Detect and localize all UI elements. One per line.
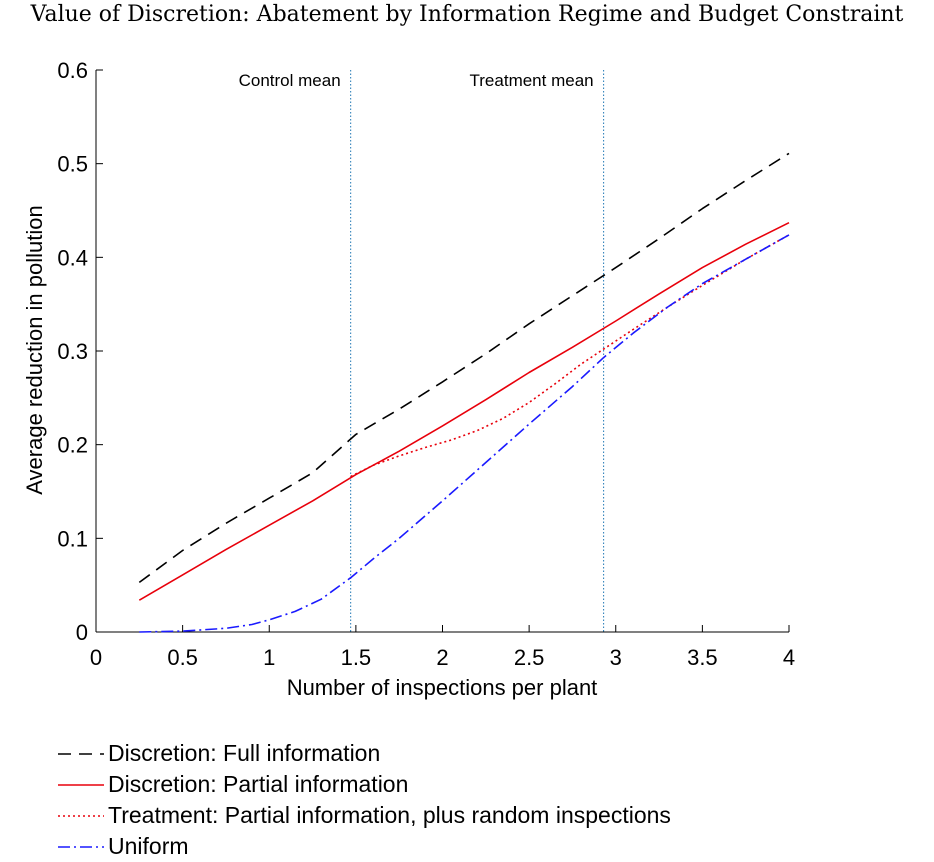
reference-lines: Control mean Treatment mean [239,70,605,632]
y-tick-label: 0.3 [57,339,88,364]
legend-item: Discretion: Full information [56,738,671,769]
y-tick-label: 0.4 [57,245,88,270]
x-tick-label: 1 [263,645,275,670]
x-tick-label: 3.5 [687,645,718,670]
x-tick-label: 1.5 [341,645,372,670]
line-chart: Control mean Treatment mean 0 0.1 0.2 0.3 0.4… [22,58,795,700]
legend: Discretion: Full information Discretion: … [56,738,671,862]
x-axis-label: Number of inspections per plant [287,675,598,700]
legend-label: Discretion: Full information [108,740,381,766]
x-tick-label: 2 [436,645,448,670]
x-tick-label: 0 [90,645,102,670]
legend-label: Treatment: Partial information, plus ran… [108,802,671,828]
x-tick-label: 3 [610,645,622,670]
y-tick-label: 0.5 [57,152,88,177]
legend-swatch [58,814,104,817]
mean-annotation: Treatment mean [470,71,594,90]
legend-item: Treatment: Partial information, plus ran… [56,800,671,831]
legend-label: Uniform [108,833,189,859]
x-tick-label: 0.5 [167,645,198,670]
y-axis-label: Average reduction in pollution [22,205,47,494]
legend-label: Discretion: Partial information [108,771,409,797]
series-line [139,234,790,633]
tick-labels: 0 0.1 0.2 0.3 0.4 0.5 0.6 0 0.5 1 1.5 2 2.5 3 3.5 4 [57,58,795,670]
series-line [138,152,790,584]
x-tick-label: 2.5 [514,645,545,670]
y-tick-label: 0 [76,620,88,645]
series-line [350,234,790,478]
chart-title: Value of Discretion: Abatement by Inform… [30,2,904,27]
legend-swatch [58,845,104,848]
mean-annotation: Control mean [239,71,341,90]
axes [95,69,790,633]
legend-item: Uniform [56,831,671,862]
y-tick-label: 0.2 [57,433,88,458]
legend-item: Discretion: Partial information [56,769,671,800]
legend-swatch [58,783,104,786]
legend-swatch [58,752,104,755]
y-tick-label: 0.6 [57,58,88,83]
series-line [138,221,790,601]
x-tick-label: 4 [783,645,795,670]
y-tick-label: 0.1 [57,526,88,551]
series-lines [138,152,790,633]
